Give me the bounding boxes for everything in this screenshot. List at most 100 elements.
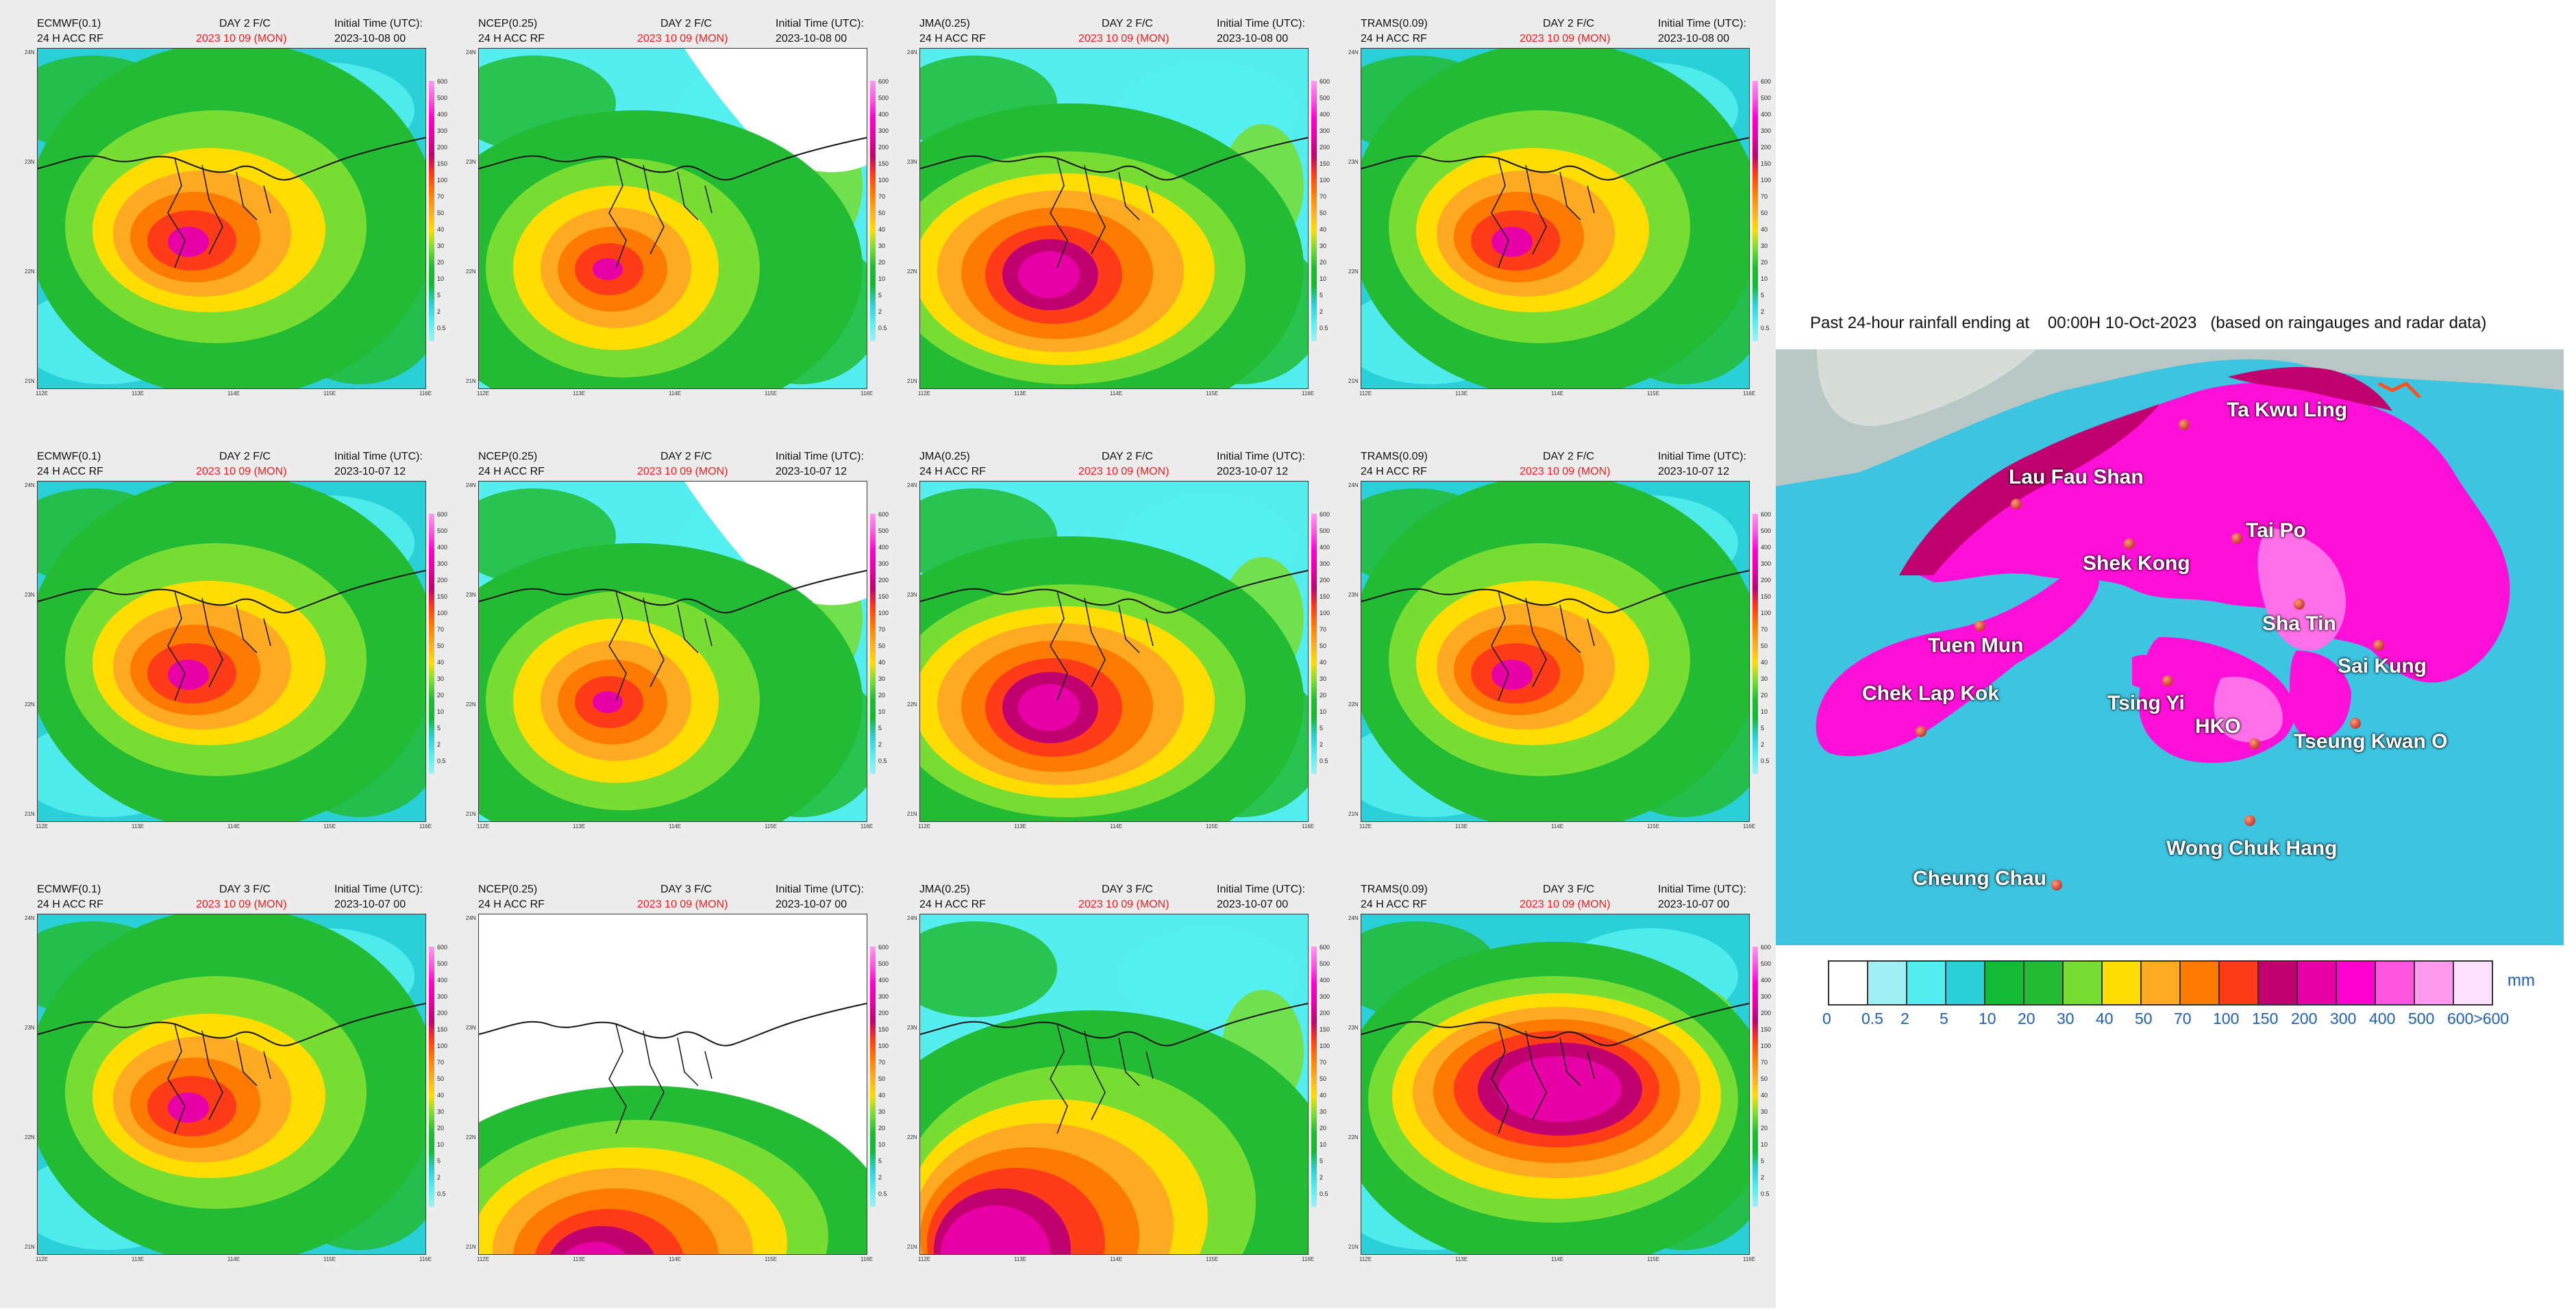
model-name: TRAMS(0.09)	[1361, 884, 1428, 895]
colorbar-label: 150	[437, 593, 448, 600]
no-rain-area	[479, 914, 867, 1081]
initial-time-value: 2023-10-07 12	[1217, 466, 1289, 477]
place-label: Tsing Yi	[2107, 692, 2185, 714]
observed-rainfall-map	[1776, 349, 2564, 945]
colorbar-label: 150	[1320, 160, 1330, 167]
legend-label: 70	[2174, 1010, 2192, 1027]
colorbar-label: 400	[437, 544, 448, 551]
latitude-label: 22N	[466, 701, 476, 708]
colorbar-label: 30	[878, 1108, 886, 1115]
station-marker	[2350, 718, 2361, 729]
longitude-label: 116E	[1743, 390, 1756, 397]
valid-date: 2023 10 09 (MON)	[637, 899, 728, 910]
station-marker	[2162, 675, 2173, 686]
colorbar-label: 300	[878, 127, 889, 134]
forecast-day: DAY 2 F/C	[1102, 18, 1153, 29]
accumulation-label: 24 H ACC RF	[37, 899, 103, 910]
colorbar-label: 40	[1761, 1092, 1768, 1099]
forecast-day: DAY 2 F/C	[660, 451, 712, 462]
place-label: Tseung Kwan O	[2294, 730, 2448, 753]
initial-time-label: Initial Time (UTC):	[1658, 884, 1746, 895]
colorbar-label: 200	[878, 144, 889, 151]
forecast-day: DAY 2 F/C	[219, 18, 271, 29]
islands-outline	[167, 1023, 271, 1134]
place-label: Ta Kwu Ling	[2227, 399, 2348, 421]
coastline	[1361, 570, 1749, 614]
colorbar-label: 2	[1761, 1174, 1765, 1181]
colorbar-label: 5	[1761, 292, 1765, 299]
colorbar-label: 50	[878, 210, 886, 216]
forecast-map	[919, 48, 1309, 389]
colorbar-label: 20	[878, 1125, 886, 1132]
colorbar-label: 20	[878, 259, 886, 266]
forecast-map	[37, 48, 426, 389]
colorbar-label: 0.5	[437, 1190, 446, 1197]
legend-swatch	[1984, 960, 2024, 1006]
panel-colorbar	[429, 514, 434, 774]
colorbar-label: 20	[1320, 692, 1327, 699]
initial-time-value: 2023-10-07 12	[1658, 466, 1730, 477]
place-label: Lau Fau Shan	[2009, 466, 2144, 488]
panel-header: ECMWF(0.1) 24 H ACC RF DAY 2 F/C 2023 10 09…	[36, 12, 471, 52]
longitude-label: 114E	[1551, 823, 1564, 829]
latitude-label: 23N	[466, 592, 476, 598]
initial-time-label: Initial Time (UTC):	[1658, 451, 1746, 462]
colorbar-label: 600	[1761, 944, 1772, 951]
longitude-label: 115E	[323, 390, 336, 397]
latitude-label: 24N	[25, 915, 35, 921]
latitude-label: 23N	[25, 159, 35, 165]
accumulation-label: 24 H ACC RF	[919, 466, 986, 477]
longitude-label: 112E	[1359, 823, 1372, 829]
colorbar-label: 50	[1320, 1075, 1327, 1082]
latitude-label: 22N	[25, 1134, 35, 1140]
colorbar-label: 100	[878, 177, 889, 184]
forecast-panel: NCEP(0.25) 24 H ACC RF DAY 3 F/C 2023 10 09…	[466, 878, 913, 1311]
title-prefix: Past 24-hour rainfall ending at	[1810, 314, 2030, 332]
longitude-label: 112E	[918, 390, 931, 397]
colorbar-label: 10	[1761, 708, 1768, 715]
colorbar-label: 0.5	[1320, 325, 1328, 332]
legend-swatch	[2453, 960, 2493, 1006]
longitude-label: 116E	[860, 823, 874, 829]
colorbar-label: 70	[1320, 1059, 1327, 1066]
colorbar-label: 50	[878, 642, 886, 649]
colorbar-label: 50	[1320, 642, 1327, 649]
longitude-label: 112E	[918, 1256, 931, 1262]
colorbar-label: 0.5	[1320, 1190, 1328, 1197]
colorbar-label: 600	[1761, 511, 1772, 518]
longitude-label: 112E	[36, 1256, 49, 1262]
legend-label: 200	[2291, 1010, 2318, 1027]
legend-label: 30	[2057, 1010, 2075, 1027]
colorbar-label: 40	[437, 1092, 445, 1099]
colorbar-label: 300	[437, 993, 448, 1000]
longitude-label: 116E	[419, 823, 432, 829]
forecast-day: DAY 3 F/C	[1543, 884, 1594, 895]
colorbar-label: 40	[437, 659, 445, 666]
model-name: JMA(0.25)	[919, 18, 970, 29]
forecast-map	[919, 914, 1309, 1255]
coastline	[920, 1003, 1308, 1047]
colorbar-label: 100	[1320, 610, 1330, 616]
forecast-panel: ECMWF(0.1) 24 H ACC RF DAY 2 F/C 2023 10 09…	[25, 12, 471, 445]
legend-unit: mm	[2507, 971, 2535, 990]
colorbar-label: 5	[878, 1158, 882, 1164]
colorbar-label: 500	[437, 527, 448, 534]
latitude-label: 21N	[1348, 378, 1359, 384]
latitude-label: 23N	[25, 1025, 35, 1031]
initial-time-value: 2023-10-07 00	[334, 899, 406, 910]
legend-swatch	[2296, 960, 2337, 1006]
longitude-label: 116E	[1302, 1256, 1315, 1262]
colorbar-label: 500	[1761, 527, 1772, 534]
colorbar-label: 10	[437, 1141, 445, 1148]
legend-swatch	[1828, 960, 1868, 1006]
longitude-label: 114E	[227, 823, 240, 829]
forecast-panel: JMA(0.25) 24 H ACC RF DAY 3 F/C 2023 10 09 …	[907, 878, 1354, 1311]
rain-contour	[593, 691, 623, 713]
initial-time-value: 2023-10-08 00	[1217, 33, 1289, 45]
longitude-label: 115E	[765, 1256, 778, 1262]
latitude-label: 22N	[25, 701, 35, 708]
coastline	[1361, 137, 1749, 181]
place-label: Tai Po	[2246, 519, 2306, 542]
model-name: NCEP(0.25)	[478, 18, 538, 29]
forecast-panel: TRAMS(0.09) 24 H ACC RF DAY 3 F/C 2023 10 0…	[1348, 878, 1795, 1311]
